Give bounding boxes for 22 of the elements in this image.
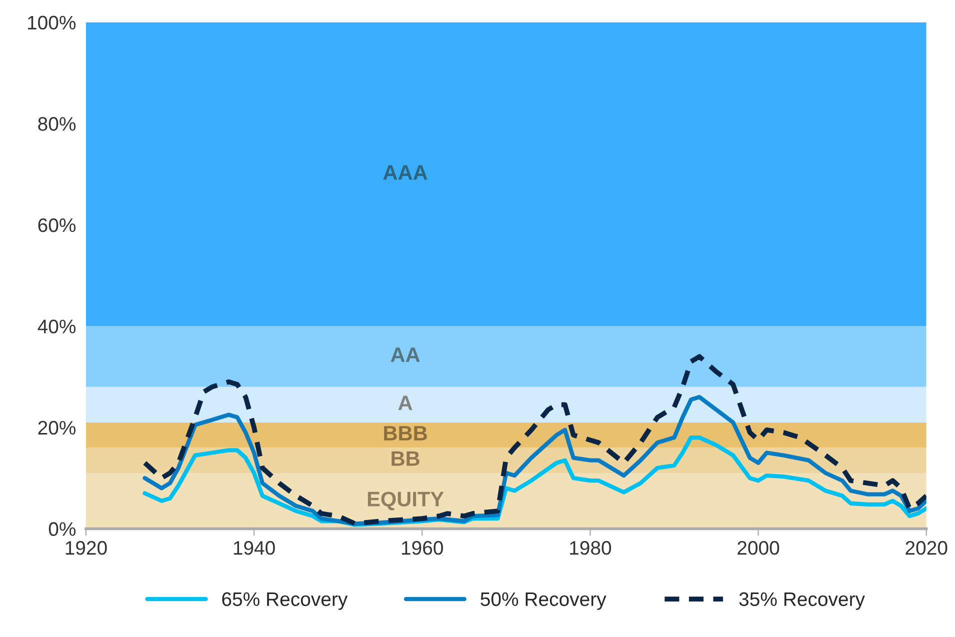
- band-label: BB: [392, 451, 420, 466]
- band-label: AAA: [383, 165, 428, 180]
- x-tick-label: 1920: [66, 541, 107, 555]
- y-tick-label: 80%: [38, 117, 76, 131]
- legend-label: 50% Recovery: [480, 592, 606, 610]
- y-tick-label: 60%: [38, 218, 76, 232]
- y-tick-label: 100%: [28, 16, 76, 30]
- band-label: A: [398, 396, 412, 410]
- band-label: EQUITY: [368, 492, 444, 510]
- x-tick-label: 1960: [402, 541, 443, 555]
- x-tick-label: 1980: [570, 541, 612, 555]
- band-label: BBB: [384, 426, 427, 440]
- legend-label: 35% Recovery: [739, 592, 865, 610]
- y-tick-label: 40%: [38, 320, 76, 334]
- line-series: [142, 394, 926, 526]
- y-tick-label: 0%: [48, 522, 76, 536]
- band-label: AA: [390, 348, 420, 362]
- legend-label: 65% Recovery: [222, 592, 348, 610]
- x-tick-label: 2000: [738, 541, 780, 555]
- x-tick-label: 2020: [906, 541, 948, 555]
- x-tick-label: 1940: [234, 541, 275, 555]
- y-tick-label: 20%: [38, 420, 76, 435]
